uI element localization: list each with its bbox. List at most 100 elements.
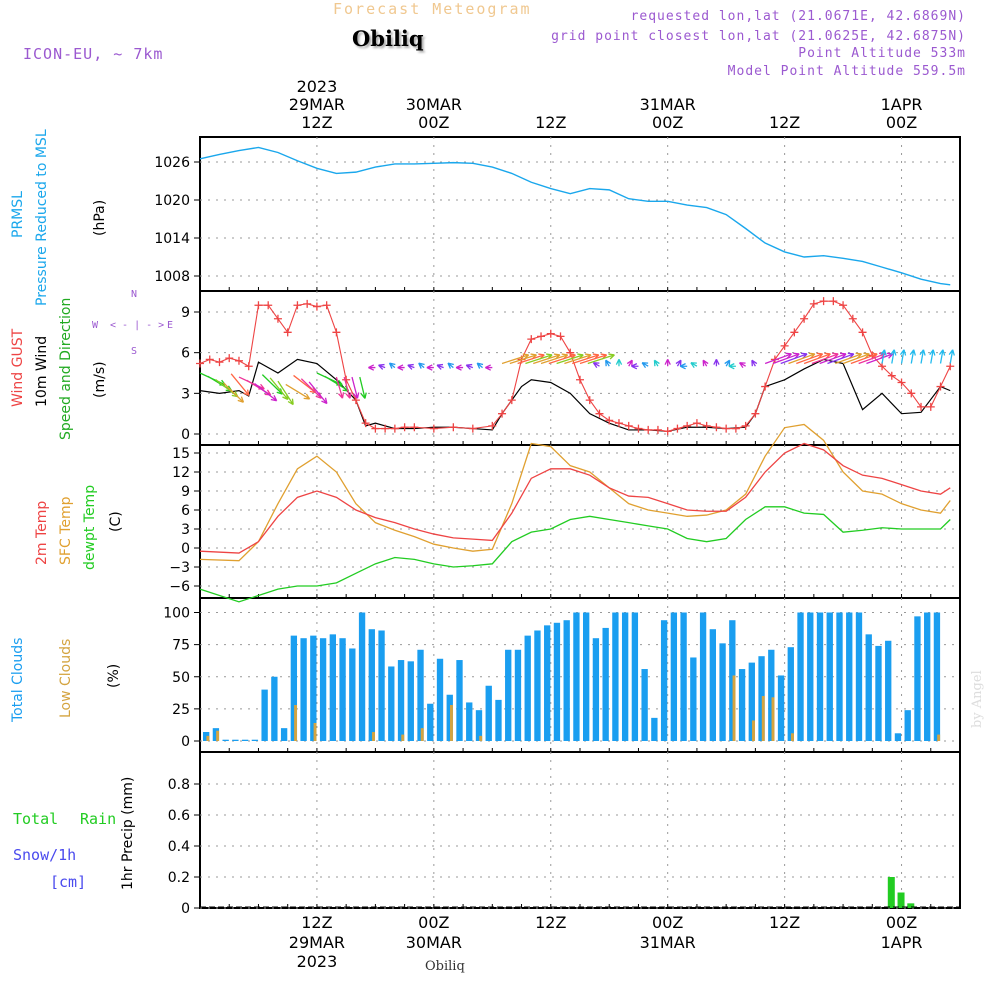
wind-gust-marker xyxy=(712,423,721,432)
wind-gust-marker xyxy=(751,409,760,418)
wind-direction-arrow xyxy=(254,383,278,402)
top-axis-date: 31MAR xyxy=(640,95,696,114)
precip-snow-label: Snow/1h xyxy=(13,846,77,864)
total-cloud-bar xyxy=(748,662,755,741)
low-cloud-bar xyxy=(372,732,375,741)
wind-gust-marker xyxy=(897,378,906,387)
wind-direction-arrow xyxy=(426,364,434,371)
wind-gust-marker xyxy=(527,335,536,344)
total-cloud-bar xyxy=(456,660,463,741)
wind-gust-marker xyxy=(498,409,507,418)
total-cloud-bar xyxy=(826,612,833,741)
precip-bar xyxy=(887,877,895,908)
wind-gust-marker xyxy=(848,314,857,323)
wind-gust-marker xyxy=(566,348,575,357)
wind-direction-arrow xyxy=(664,358,671,367)
total-cloud-bar xyxy=(544,625,551,741)
wind-direction-arrow xyxy=(592,362,600,369)
total-cloud-bar xyxy=(865,634,872,741)
pressure-tick-label: 1008 xyxy=(154,269,190,285)
total-cloud-bar xyxy=(816,612,824,741)
total-cloud-bar xyxy=(894,733,902,741)
total-cloud-bar xyxy=(203,732,210,741)
total-cloud-bar xyxy=(271,676,278,741)
wind-gust-marker xyxy=(644,425,653,434)
wind-gust-marker xyxy=(449,423,458,432)
bottom-axis-date: 1APR xyxy=(881,933,923,952)
total-cloud-bar xyxy=(436,658,444,741)
total-cloud-bar xyxy=(310,635,317,741)
gridpoint-coords: grid point closest lon,lat (21.0625E, 42… xyxy=(551,29,966,44)
precip-bar xyxy=(907,903,915,908)
wind-gust-marker xyxy=(585,396,594,405)
wind-gust-marker xyxy=(907,389,916,398)
total-cloud-bar xyxy=(319,638,327,741)
wind-gust-marker xyxy=(410,423,419,432)
temp-tick-label: 6 xyxy=(181,503,190,519)
requested-coords: requested lon,lat (21.0671E, 42.6869N) xyxy=(630,9,966,24)
pressure-tick-label: 1026 xyxy=(154,155,190,171)
total-cloud-bar xyxy=(651,717,658,741)
precip-tick-label: 0.4 xyxy=(168,839,190,855)
wind-gust-marker xyxy=(663,427,672,436)
top-axis-hour: 00Z xyxy=(886,113,917,132)
pressure-panel xyxy=(199,136,961,292)
wind-direction-arrow xyxy=(485,364,493,371)
wind-tick-label: 3 xyxy=(181,386,190,402)
wind-gust-marker xyxy=(196,359,204,368)
total-cloud-bar xyxy=(358,612,366,741)
wind-gust-marker xyxy=(634,424,643,433)
wind-direction-arrow xyxy=(388,362,396,369)
wind-direction-arrow xyxy=(919,349,926,364)
wind-direction-arrow xyxy=(587,353,615,365)
temp-tick-label: 12 xyxy=(172,465,190,481)
total-cloud-bar xyxy=(592,638,600,741)
wind-direction-arrow xyxy=(909,349,916,364)
wind-gust-marker xyxy=(858,328,867,337)
top-axis-date: 29MAR xyxy=(289,95,345,114)
total-cloud-bar xyxy=(300,638,307,741)
wind-direction-arrow xyxy=(378,363,386,370)
wind-panel xyxy=(199,290,961,446)
wind-direction-arrow xyxy=(675,359,682,367)
wind-direction-arrow xyxy=(269,377,289,401)
total-cloud-bar xyxy=(280,728,288,741)
wind-gust-marker xyxy=(673,424,682,433)
total-cloud-bar xyxy=(660,620,668,741)
total-cloud-bar xyxy=(807,612,814,741)
total-cloud-bar xyxy=(388,666,395,741)
wind-direction-arrow xyxy=(653,359,660,367)
compass-w: W xyxy=(92,320,99,331)
total-cloud-bar xyxy=(505,649,512,741)
wind-gust-marker xyxy=(468,424,477,433)
pressure-line xyxy=(199,146,951,286)
total-cloud-bar xyxy=(787,647,794,741)
precip-tick-label: 0.2 xyxy=(168,870,190,886)
precip-tick-label: 0.8 xyxy=(168,777,190,793)
total-cloud-bar xyxy=(709,629,716,741)
wind-gust-marker xyxy=(839,301,848,310)
total-cloud-bar xyxy=(427,703,434,741)
wind-gust-marker xyxy=(800,314,809,323)
wind-direction-arrow xyxy=(407,363,415,370)
wind-tick-label: 0 xyxy=(181,427,190,443)
wind-direction-arrow xyxy=(447,362,454,369)
wind-direction-arrow xyxy=(739,362,746,369)
total-cloud-bar xyxy=(553,622,561,741)
top-axis-hour: 12Z xyxy=(301,113,332,132)
low-cloud-bar xyxy=(791,733,794,741)
wind-gust-marker xyxy=(576,375,584,384)
total-cloud-bar xyxy=(290,635,298,741)
wind-direction-arrow xyxy=(713,358,720,367)
top-axis-year: 2023 xyxy=(297,77,338,96)
wind-gust-marker xyxy=(878,362,887,371)
wind-gust-marker xyxy=(809,299,818,308)
compass-n: N xyxy=(131,289,138,300)
wind-gust-marker xyxy=(390,424,399,433)
top-axis-hour: 12Z xyxy=(535,113,566,132)
total-cloud-bar xyxy=(466,702,473,741)
wind-gust-marker xyxy=(507,396,516,405)
total-cloud-bar xyxy=(563,620,570,741)
total-cloud-bar xyxy=(241,739,249,741)
wind-direction-arrow xyxy=(343,376,352,399)
